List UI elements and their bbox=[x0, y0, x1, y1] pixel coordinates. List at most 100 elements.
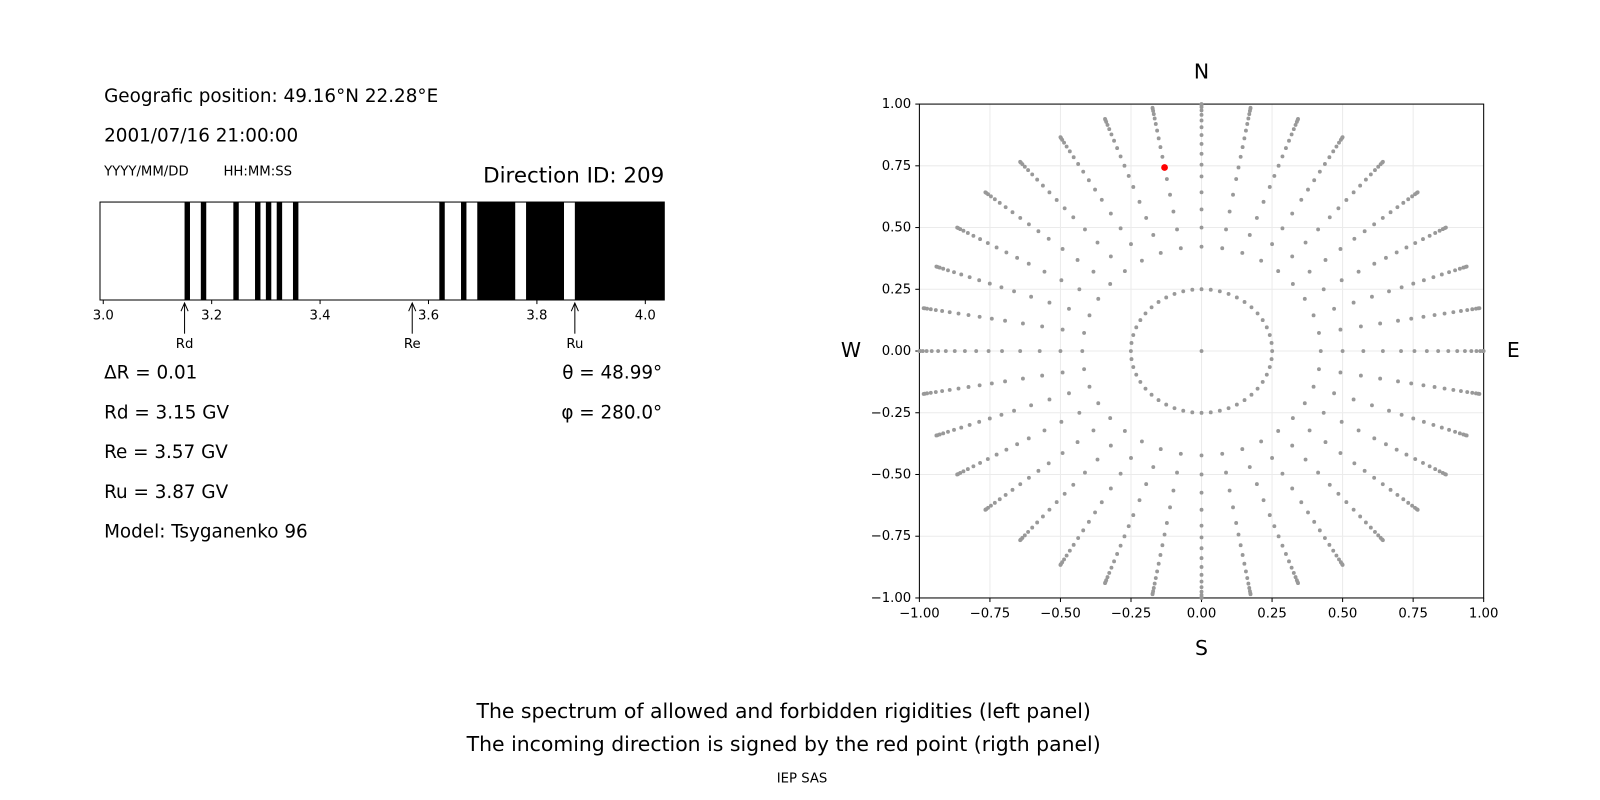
direction-point bbox=[1264, 372, 1269, 377]
direction-point bbox=[1095, 457, 1100, 462]
direction-point bbox=[1199, 190, 1204, 195]
direction-point bbox=[1373, 529, 1377, 534]
direction-point bbox=[1168, 505, 1172, 510]
direction-point bbox=[977, 383, 982, 388]
direction-point bbox=[1412, 349, 1417, 353]
direction-point bbox=[1465, 308, 1470, 312]
direction-point bbox=[1199, 151, 1204, 156]
direction-point bbox=[1406, 500, 1411, 505]
direction-point bbox=[1280, 226, 1285, 231]
direction-point bbox=[1022, 533, 1027, 538]
marker-label: Re bbox=[404, 337, 421, 352]
direction-point bbox=[1373, 168, 1377, 173]
direction-point bbox=[1247, 465, 1252, 469]
direction-point bbox=[1254, 215, 1259, 220]
direction-point bbox=[1105, 122, 1110, 127]
direction-point bbox=[1276, 163, 1281, 168]
direction-point bbox=[1199, 349, 1204, 353]
direction-point bbox=[1451, 387, 1456, 392]
direction-point bbox=[1327, 542, 1332, 547]
direction-point bbox=[1234, 177, 1239, 181]
direction-point bbox=[1236, 165, 1241, 170]
direction-point bbox=[1396, 379, 1400, 384]
direction-point bbox=[961, 228, 966, 233]
direction-point bbox=[1149, 305, 1154, 310]
direction-point bbox=[1457, 431, 1462, 436]
direction-point bbox=[1178, 451, 1183, 456]
direction-point bbox=[1178, 246, 1183, 251]
direction-point bbox=[1427, 464, 1432, 469]
direction-point bbox=[1095, 240, 1100, 245]
direction-point bbox=[1137, 498, 1142, 503]
direction-point bbox=[1160, 543, 1165, 548]
direction-point bbox=[1164, 402, 1169, 407]
direction-point bbox=[1306, 187, 1310, 192]
direction-point bbox=[1018, 482, 1023, 487]
direction-point bbox=[1015, 255, 1020, 260]
rd: Rd = 3.15 GV bbox=[104, 402, 229, 423]
direction-point bbox=[1199, 453, 1204, 458]
direction-point bbox=[1327, 155, 1332, 160]
direction-point bbox=[1058, 349, 1063, 353]
direction-point bbox=[1409, 316, 1414, 321]
direction-point bbox=[1150, 592, 1155, 597]
direction-point bbox=[1404, 245, 1409, 250]
direction-point bbox=[983, 190, 988, 195]
direction-point bbox=[1469, 349, 1474, 353]
direction-point bbox=[1083, 470, 1087, 475]
direction-point bbox=[1447, 427, 1451, 432]
direction-point bbox=[933, 390, 938, 394]
direction-point bbox=[987, 416, 992, 421]
direction-point bbox=[1290, 443, 1295, 448]
x-tick-label: −1.00 bbox=[899, 606, 940, 621]
direction-point bbox=[1003, 492, 1008, 497]
direction-point bbox=[1260, 379, 1265, 384]
direction-point bbox=[1432, 385, 1437, 389]
direction-point bbox=[999, 412, 1004, 417]
direction-point bbox=[1217, 408, 1222, 413]
direction-point bbox=[1199, 585, 1204, 590]
direction-point bbox=[1465, 390, 1470, 394]
forbidden-band bbox=[461, 202, 467, 300]
direction-point bbox=[962, 349, 967, 353]
direction-point bbox=[1399, 412, 1404, 417]
y-tick-label: −0.50 bbox=[871, 467, 912, 482]
x-tick-label: 3.6 bbox=[418, 308, 439, 323]
direction-point bbox=[1443, 472, 1448, 477]
direction-point bbox=[1022, 164, 1027, 169]
direction-point bbox=[1227, 488, 1232, 493]
arrow-head bbox=[180, 301, 189, 312]
direction-point bbox=[1036, 468, 1041, 473]
direction-point bbox=[1004, 250, 1009, 255]
direction-point bbox=[1143, 311, 1148, 316]
direction-point bbox=[1060, 327, 1065, 332]
direction-point bbox=[1080, 349, 1085, 353]
y-tick-label: 0.00 bbox=[882, 344, 912, 359]
direction-point bbox=[1208, 410, 1213, 415]
direction-id: Direction ID: 209 bbox=[483, 164, 664, 189]
direction-point bbox=[1370, 403, 1374, 408]
direction-point bbox=[1280, 471, 1285, 476]
direction-point bbox=[1269, 341, 1274, 345]
direction-point bbox=[1322, 536, 1327, 541]
direction-point bbox=[994, 452, 999, 457]
direction-point bbox=[1172, 406, 1177, 411]
direction-point bbox=[1327, 482, 1332, 487]
compass-south: S bbox=[1195, 636, 1208, 660]
direction-point bbox=[1158, 145, 1163, 150]
direction-point bbox=[1424, 349, 1429, 353]
forbidden-band bbox=[276, 202, 283, 300]
direction-point bbox=[1199, 535, 1204, 540]
direction-point bbox=[1181, 408, 1186, 413]
direction-point bbox=[1464, 264, 1469, 269]
direction-point bbox=[985, 457, 990, 461]
direction-point bbox=[1026, 222, 1031, 227]
direction-point bbox=[1270, 349, 1275, 353]
direction-point bbox=[1112, 138, 1117, 143]
y-tick-label: 0.25 bbox=[882, 282, 912, 297]
direction-point bbox=[1131, 513, 1136, 518]
direction-point bbox=[1317, 528, 1322, 533]
direction-point bbox=[1246, 581, 1251, 586]
x-tick-label: 3.8 bbox=[526, 308, 547, 323]
direction-point bbox=[1199, 108, 1204, 113]
